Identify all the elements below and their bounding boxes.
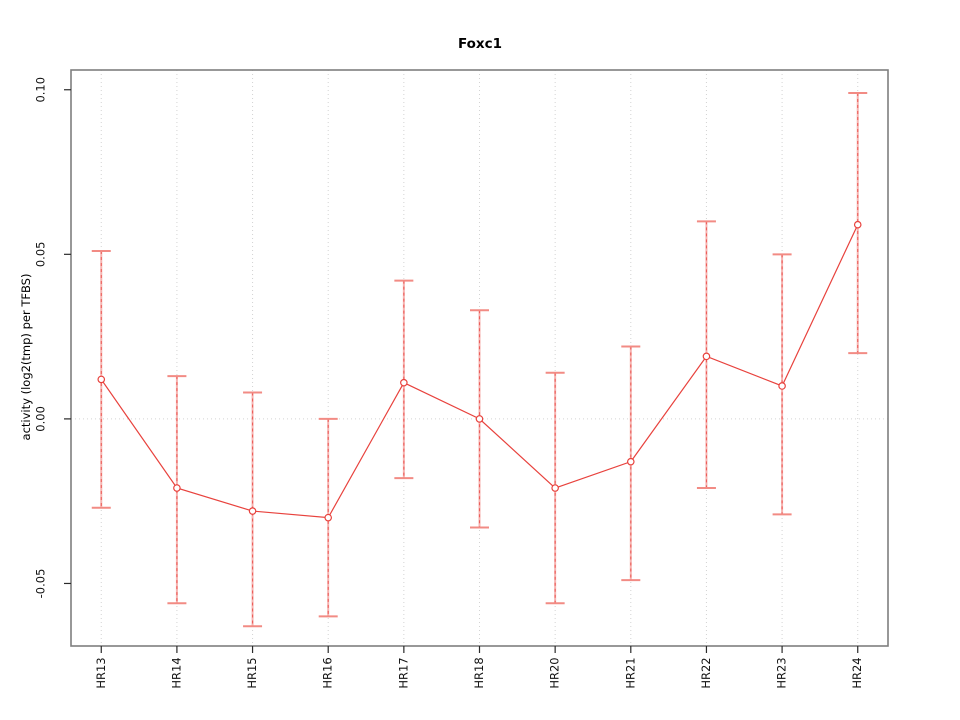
x-axis-tick-label: HR18 <box>472 657 486 688</box>
y-axis-tick-label: 0.10 <box>34 77 48 103</box>
data-point <box>248 507 257 515</box>
data-point <box>475 415 484 423</box>
y-axis-tick-label: -0.05 <box>34 569 48 599</box>
x-axis-tick-label: HR21 <box>623 657 637 688</box>
x-axis-tick-label: HR23 <box>775 657 789 688</box>
data-point <box>551 484 559 492</box>
x-axis-tick-label: HR13 <box>94 657 108 688</box>
data-point <box>853 220 862 229</box>
data-point <box>702 352 711 361</box>
chart-title: Foxc1 <box>457 36 503 52</box>
x-axis-tick-label: HR16 <box>321 657 335 688</box>
x-axis-tick-label: HR24 <box>850 657 864 688</box>
data-point <box>400 378 408 387</box>
y-axis-tick-label: 0.00 <box>34 406 48 432</box>
data-point <box>97 375 106 384</box>
x-axis-tick-label: HR17 <box>396 657 410 688</box>
x-axis-tick-label: HR14 <box>169 657 183 688</box>
data-point <box>626 457 635 466</box>
x-axis-tick-label: HR20 <box>548 657 562 688</box>
y-axis-tick-label: 0.05 <box>34 242 48 268</box>
x-axis-tick-label: HR22 <box>699 657 713 688</box>
data-point <box>778 382 786 390</box>
x-axis-tick-label: HR15 <box>245 657 259 688</box>
data-point <box>324 513 333 522</box>
data-point <box>173 484 181 492</box>
